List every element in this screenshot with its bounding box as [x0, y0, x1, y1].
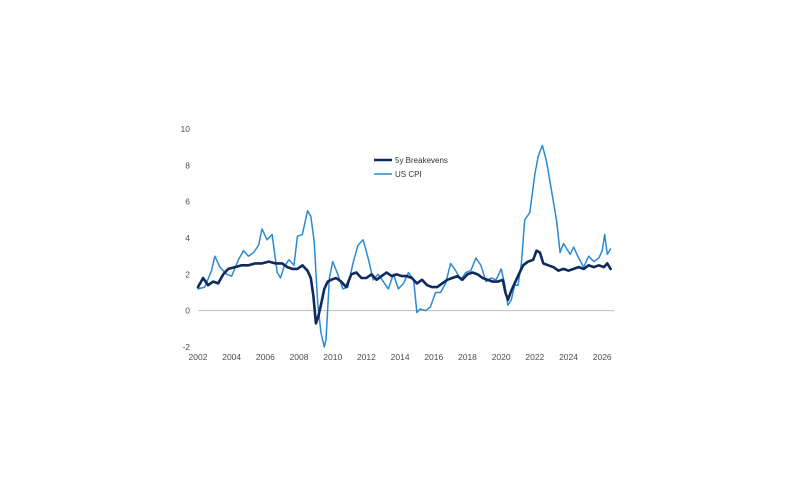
x-tick-label: 2020: [492, 352, 511, 362]
x-tick-label: 2006: [256, 352, 275, 362]
x-tick-label: 2010: [323, 352, 342, 362]
x-tick-label: 2004: [222, 352, 241, 362]
tick-labels: 2002 2004 2006 2008 2010 2012 2014 2016 2018 2020…: [181, 124, 612, 362]
x-tick-label: 2014: [391, 352, 410, 362]
y-tick-label: 0: [185, 306, 190, 316]
x-tick-label: 2026: [593, 352, 612, 362]
y-tick-label: 8: [185, 160, 190, 170]
x-tick-label: 2018: [458, 352, 477, 362]
legend-label: US CPI: [395, 170, 422, 179]
y-tick-label: 6: [185, 197, 190, 207]
x-tick-label: 2016: [424, 352, 443, 362]
x-tick-label: 2024: [559, 352, 578, 362]
legend-label: 5y Breakevens: [395, 156, 448, 165]
x-tick-label: 2022: [525, 352, 544, 362]
series-lines: [196, 144, 612, 348]
y-tick-label: -2: [182, 342, 190, 352]
legend: 5y Breakevens US CPI: [374, 156, 448, 179]
x-tick-label: 2002: [189, 352, 208, 362]
y-tick-label: 4: [185, 233, 190, 243]
y-tick-label: 2: [185, 269, 190, 279]
y-tick-label: 10: [181, 124, 191, 134]
x-tick-label: 2012: [357, 352, 376, 362]
series-line-breakevens: [196, 249, 612, 325]
series-line-us-cpi: [197, 144, 612, 348]
x-tick-label: 2008: [290, 352, 309, 362]
